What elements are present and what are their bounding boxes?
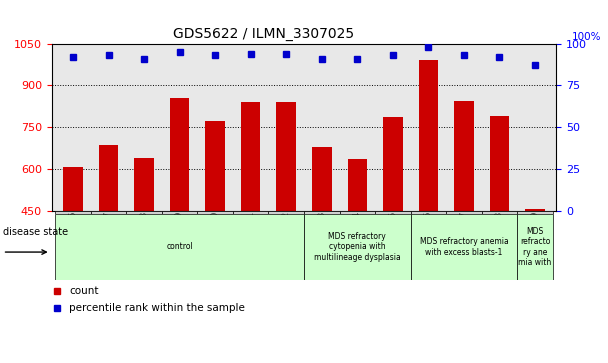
- Text: GSM1515749: GSM1515749: [175, 211, 184, 262]
- Text: 100%: 100%: [572, 32, 601, 42]
- Bar: [410, 214, 517, 280]
- Bar: [482, 211, 517, 214]
- Bar: [375, 211, 410, 214]
- Bar: [134, 158, 154, 211]
- Bar: [233, 211, 269, 214]
- Text: GSM1515750: GSM1515750: [210, 211, 219, 262]
- Bar: [419, 60, 438, 211]
- Bar: [304, 211, 339, 214]
- Bar: [489, 116, 510, 211]
- Text: GSM1515755: GSM1515755: [389, 211, 398, 262]
- Bar: [454, 101, 474, 211]
- Text: control: control: [166, 242, 193, 251]
- Text: GSM1515747: GSM1515747: [104, 211, 113, 262]
- Bar: [55, 211, 91, 214]
- Bar: [91, 211, 126, 214]
- Text: GSM1515758: GSM1515758: [495, 211, 504, 262]
- Bar: [55, 214, 304, 280]
- Bar: [198, 211, 233, 214]
- Bar: [446, 211, 482, 214]
- Bar: [277, 102, 296, 211]
- Bar: [383, 117, 402, 211]
- Text: count: count: [69, 286, 99, 296]
- Title: GDS5622 / ILMN_3307025: GDS5622 / ILMN_3307025: [173, 27, 354, 41]
- Bar: [339, 211, 375, 214]
- Bar: [525, 209, 545, 211]
- Text: MDS refractory
cytopenia with
multilineage dysplasia: MDS refractory cytopenia with multilinea…: [314, 232, 401, 262]
- Bar: [126, 211, 162, 214]
- Text: GSM1515756: GSM1515756: [424, 211, 433, 262]
- Text: disease state: disease state: [2, 228, 67, 237]
- Text: GSM1515751: GSM1515751: [246, 211, 255, 262]
- Bar: [63, 167, 83, 211]
- Text: GSM1515754: GSM1515754: [353, 211, 362, 262]
- Bar: [304, 214, 410, 280]
- Text: GSM1515746: GSM1515746: [69, 211, 77, 262]
- Bar: [98, 145, 119, 211]
- Text: GSM1515757: GSM1515757: [460, 211, 468, 262]
- Bar: [170, 98, 189, 211]
- Bar: [410, 211, 446, 214]
- Bar: [312, 147, 331, 211]
- Bar: [269, 211, 304, 214]
- Text: percentile rank within the sample: percentile rank within the sample: [69, 303, 245, 313]
- Text: GSM1515753: GSM1515753: [317, 211, 326, 262]
- Bar: [517, 211, 553, 214]
- Text: GSM1515759: GSM1515759: [531, 211, 539, 262]
- Bar: [162, 211, 198, 214]
- Text: MDS refractory anemia
with excess blasts-1: MDS refractory anemia with excess blasts…: [420, 237, 508, 257]
- Bar: [348, 159, 367, 211]
- Bar: [206, 122, 225, 211]
- Text: MDS
refracto
ry ane
mia with: MDS refracto ry ane mia with: [519, 227, 551, 267]
- Bar: [517, 214, 553, 280]
- Text: GSM1515748: GSM1515748: [140, 211, 148, 262]
- Bar: [241, 102, 260, 211]
- Text: GSM1515752: GSM1515752: [282, 211, 291, 262]
